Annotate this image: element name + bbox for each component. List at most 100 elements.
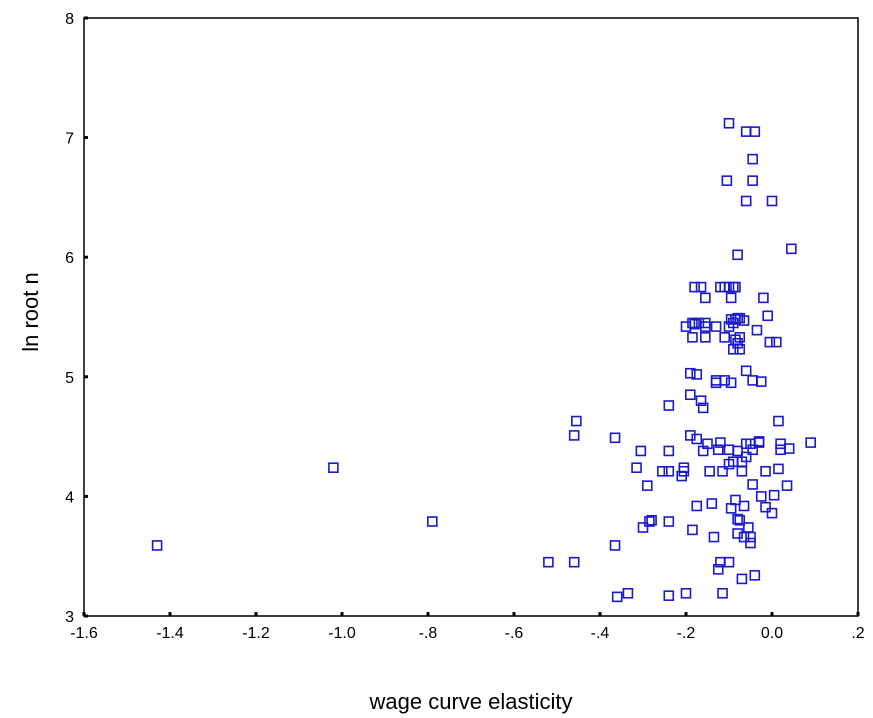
data-point (689, 281, 700, 293)
data-point (719, 332, 731, 343)
data-point (663, 445, 675, 457)
y-tick-label: 5 (65, 370, 74, 387)
data-point (680, 587, 692, 599)
x-tick-label: -.8 (419, 625, 438, 642)
data-point (684, 389, 696, 401)
data-point (712, 444, 724, 456)
data-point (730, 494, 741, 506)
data-point (732, 249, 743, 261)
data-point (691, 433, 703, 445)
x-axis-ticks: -1.6 -1.4 -1.2 -1.0 -.8 -.6 -.4 -.2 0.0 .2 (70, 612, 865, 642)
data-point (657, 465, 668, 477)
data-point (723, 556, 735, 568)
data-point (723, 444, 735, 456)
data-point (743, 522, 754, 533)
data-point (635, 445, 647, 457)
data-point (700, 317, 711, 329)
data-point (760, 465, 771, 477)
data-point (732, 445, 743, 457)
data-point (766, 195, 778, 207)
data-point (700, 332, 711, 343)
data-point (697, 402, 709, 414)
data-point (755, 491, 767, 502)
data-point (687, 524, 698, 536)
data-point (702, 438, 713, 450)
data-point (710, 377, 722, 389)
x-tick-label: -1.6 (70, 625, 98, 642)
data-point (760, 501, 771, 513)
data-point (568, 556, 580, 568)
data-point (775, 444, 786, 456)
data-point (738, 500, 750, 512)
data-point (805, 437, 817, 448)
data-point (725, 377, 737, 389)
data-point (706, 498, 718, 509)
data-point (710, 375, 722, 386)
data-point (764, 336, 776, 348)
y-tick-label: 6 (65, 250, 74, 267)
data-point (738, 315, 750, 326)
data-point (568, 430, 580, 441)
data-point (680, 321, 692, 332)
data-point (684, 367, 696, 379)
data-point (738, 531, 750, 543)
data-point (631, 462, 642, 473)
data-point (704, 465, 715, 477)
data-point (543, 556, 554, 568)
data-point (663, 465, 675, 477)
data-point (328, 462, 339, 473)
data-point (712, 564, 724, 575)
x-tick-label: .2 (851, 625, 864, 642)
data-point (717, 465, 728, 477)
data-point (684, 430, 696, 441)
data-point (747, 153, 758, 165)
x-axis-label: wage curve elasticity (369, 689, 573, 714)
data-point (723, 117, 735, 129)
y-tick-label: 8 (65, 11, 74, 28)
data-point (734, 343, 746, 355)
data-point (762, 310, 774, 322)
data-point (753, 436, 765, 447)
data-point (700, 321, 711, 332)
data-point (663, 590, 675, 601)
data-point (646, 515, 657, 526)
data-point (745, 531, 756, 543)
data-point (734, 332, 746, 343)
plot-frame (83, 17, 859, 617)
data-point (708, 531, 720, 543)
data-point (749, 126, 761, 137)
data-point (747, 479, 758, 490)
y-tick-label: 3 (65, 609, 74, 626)
data-point (691, 500, 703, 512)
data-point (700, 292, 711, 304)
data-point (751, 324, 763, 336)
data-point (609, 540, 621, 551)
x-tick-label: -.2 (677, 625, 696, 642)
x-tick-label: -1.4 (156, 625, 184, 642)
data-point (691, 369, 703, 380)
x-tick-label: -.4 (591, 625, 610, 642)
x-tick-label: 0.0 (761, 625, 783, 642)
data-point (725, 292, 737, 304)
data-point (571, 415, 582, 427)
data-point (732, 528, 743, 539)
data-point (719, 375, 731, 386)
data-point (740, 365, 752, 377)
data-point (745, 537, 756, 549)
data-point (151, 540, 163, 551)
data-point (693, 317, 705, 329)
data-point (687, 317, 698, 329)
data-point (749, 570, 761, 581)
data-point (740, 126, 752, 137)
data-point (747, 175, 758, 186)
data-point (766, 507, 778, 519)
data-point (611, 591, 623, 603)
data-point (740, 451, 752, 463)
data-point (622, 587, 634, 599)
data-point (644, 516, 655, 527)
y-axis-label: ln root n (18, 272, 43, 352)
data-point (775, 438, 786, 450)
x-tick-label: -.6 (505, 625, 524, 642)
y-tick-label: 4 (65, 489, 74, 506)
